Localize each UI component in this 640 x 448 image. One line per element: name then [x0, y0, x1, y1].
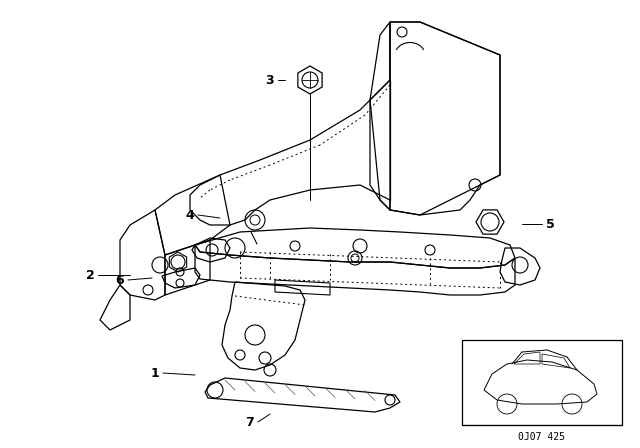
Text: 5: 5 [546, 217, 554, 231]
Text: 7: 7 [246, 415, 254, 428]
Text: 0J07 425: 0J07 425 [518, 432, 566, 442]
Text: 4: 4 [186, 208, 195, 221]
Bar [462, 340, 622, 425]
Text: 3: 3 [266, 73, 275, 86]
Text: 6: 6 [116, 273, 124, 287]
Text: 2: 2 [86, 268, 94, 281]
Text: 1: 1 [150, 366, 159, 379]
